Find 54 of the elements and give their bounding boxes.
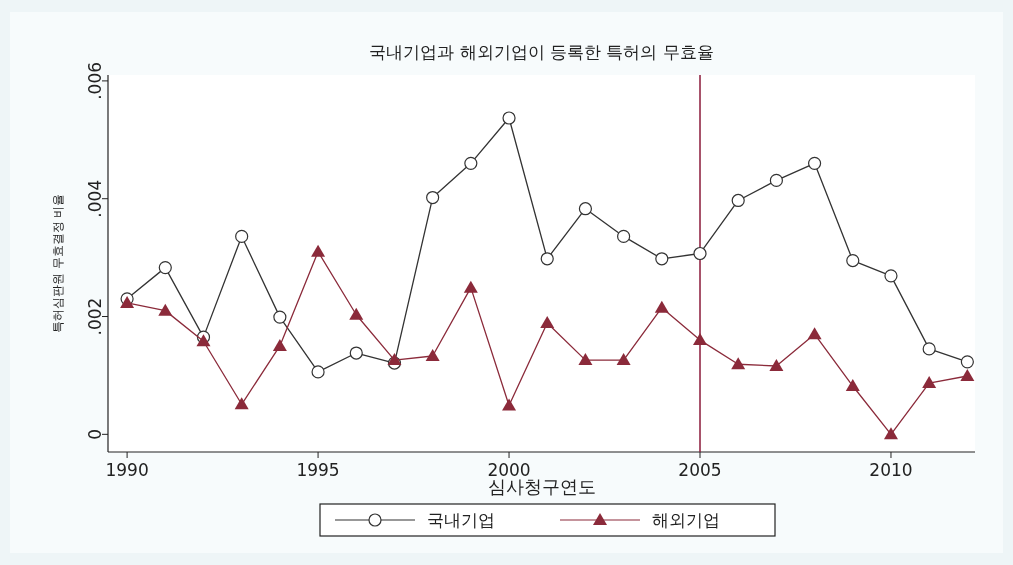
point [769, 359, 784, 371]
x-tick-label: 2005 [678, 460, 722, 480]
point [616, 353, 631, 366]
legend-label: 국내기업 [427, 510, 495, 530]
point [693, 333, 707, 346]
point [425, 348, 440, 361]
y-tick-label: 0 [85, 428, 105, 440]
point [502, 111, 516, 125]
point [272, 338, 287, 351]
point [655, 252, 669, 266]
point [235, 229, 249, 243]
point [311, 244, 326, 257]
point [883, 427, 898, 440]
point [654, 300, 669, 313]
x-tick-label: 1995 [296, 460, 340, 480]
point [234, 397, 249, 410]
point [693, 246, 707, 261]
x-tick-label: 2010 [869, 460, 913, 480]
point [807, 327, 822, 340]
point [578, 353, 593, 366]
point [617, 229, 631, 243]
y-tick-label: .004 [85, 179, 105, 218]
chart-title: 국내기업과 해외기업이 등록한 특허의 무효율 [369, 42, 714, 62]
point [158, 303, 173, 316]
point [922, 376, 937, 389]
x-tick-label: 1990 [105, 460, 149, 480]
y-tick-label: .006 [85, 61, 105, 100]
point [426, 190, 440, 205]
point [311, 365, 325, 379]
point [807, 156, 822, 170]
point [349, 307, 364, 320]
y-tick-label: .002 [85, 297, 105, 336]
point [349, 346, 363, 360]
point [731, 357, 746, 370]
point [846, 253, 860, 268]
point [196, 334, 211, 347]
point [502, 398, 517, 411]
point [273, 310, 287, 324]
point [540, 316, 555, 328]
point [387, 353, 402, 366]
point [845, 379, 860, 392]
point [463, 280, 478, 293]
point [960, 369, 975, 382]
point [464, 156, 478, 170]
point [960, 355, 974, 369]
y-axis-title: 특허심판원 무효결정 비율 [51, 193, 65, 334]
point [769, 173, 783, 188]
point [540, 252, 554, 266]
point [158, 261, 172, 275]
point [731, 193, 745, 208]
point [578, 202, 593, 216]
legend-label: 해외기업 [652, 510, 720, 530]
point [884, 269, 898, 283]
point [922, 342, 936, 356]
